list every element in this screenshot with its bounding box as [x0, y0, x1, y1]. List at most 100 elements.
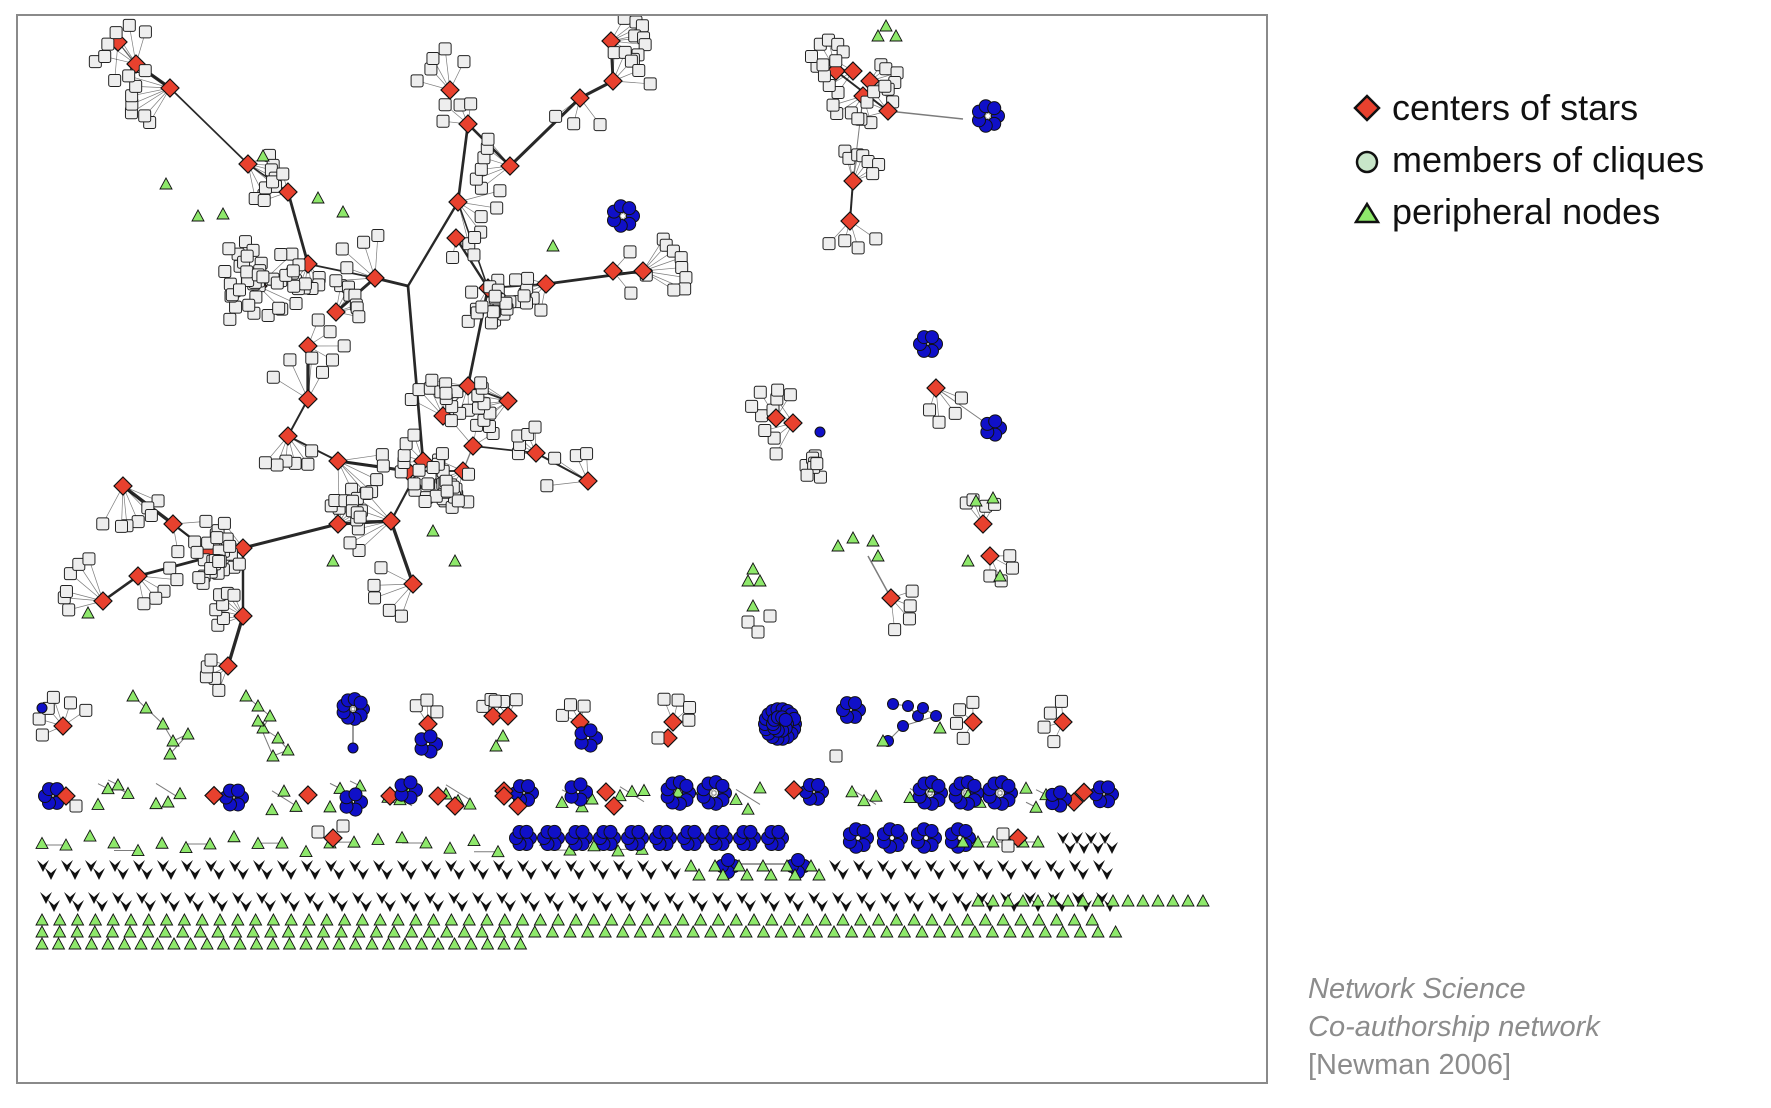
generic-node: [438, 42, 452, 56]
edges-layer: [39, 18, 1113, 907]
small-component-node: [157, 860, 169, 872]
generic-node: [617, 16, 631, 25]
star-center-node: [963, 712, 983, 732]
generic-node: [109, 26, 123, 40]
generic-node: [932, 415, 946, 429]
network-diagram: [16, 14, 1268, 1084]
peripheral-node: [195, 913, 209, 926]
peripheral-node: [179, 840, 193, 853]
star-center-node: [878, 101, 898, 121]
peripheral-node: [545, 925, 560, 938]
peripheral-node: [625, 784, 639, 797]
peripheral-node: [398, 937, 412, 950]
generic-node: [474, 376, 488, 390]
generic-node: [651, 731, 665, 745]
clique-member-node: [353, 695, 368, 710]
small-component-node: [621, 868, 633, 880]
generic-node: [82, 552, 96, 566]
peripheral-node: [1108, 925, 1123, 938]
generic-node: [232, 283, 246, 297]
small-component-node: [669, 868, 681, 880]
generic-node: [420, 693, 434, 707]
peripheral-node: [126, 689, 140, 702]
generic-node: [593, 118, 607, 132]
generic-node: [407, 477, 421, 491]
star-center-node: [446, 228, 466, 248]
peripheral-node: [348, 937, 363, 950]
small-component-node: [976, 892, 988, 904]
generic-node: [953, 703, 967, 717]
small-component-node: [1021, 860, 1033, 872]
small-component-node: [829, 860, 841, 872]
clique-member-node: [1001, 778, 1016, 793]
small-component-node: [768, 900, 780, 912]
generic-node: [624, 286, 638, 300]
generic-node: [301, 457, 315, 471]
peripheral-node: [299, 844, 313, 857]
network-graph: [32, 16, 1210, 950]
generic-node: [270, 458, 284, 472]
peripheral-node: [265, 802, 279, 816]
generic-node: [370, 473, 384, 487]
caption-title: Network Science: [1308, 973, 1526, 1005]
small-component-node: [400, 892, 412, 904]
generic-node: [407, 428, 421, 442]
small-component-node: [973, 860, 985, 872]
clique-member-node: [987, 101, 1002, 116]
peripheral-node: [1032, 913, 1046, 926]
peripheral-node: [585, 792, 599, 805]
peripheral-node: [831, 539, 845, 552]
peripheral-node: [732, 859, 746, 872]
generic-node: [810, 457, 824, 471]
legend-item-peripheral-nodes: peripheral nodes: [1350, 186, 1704, 238]
peripheral-node: [213, 913, 227, 926]
star-center-node: [483, 706, 503, 726]
edge: [735, 788, 761, 805]
small-component-node: [445, 860, 457, 872]
peripheral-node: [336, 205, 350, 218]
peripheral-node: [53, 913, 67, 926]
small-component-node: [880, 892, 892, 904]
peripheral-node: [281, 925, 296, 938]
generic-node: [474, 162, 488, 176]
peripheral-node: [598, 925, 612, 938]
peripheral-node: [251, 699, 265, 712]
peripheral-node: [551, 913, 565, 926]
star-center-node: [238, 154, 258, 174]
peripheral-node: [915, 925, 929, 938]
generic-node: [287, 279, 301, 293]
small-component-node: [229, 860, 241, 872]
peripheral-node: [266, 749, 280, 762]
generic-node: [212, 554, 226, 568]
small-component-node: [1071, 832, 1083, 844]
small-component-node: [600, 900, 612, 912]
generic-node: [272, 301, 286, 315]
generic-node: [813, 470, 827, 484]
generic-node: [343, 536, 357, 550]
peripheral-node: [993, 569, 1007, 582]
small-component-node: [904, 892, 916, 904]
small-component-node: [624, 900, 636, 912]
peripheral-node: [753, 781, 767, 794]
generic-node: [751, 625, 765, 639]
small-component-node: [384, 900, 396, 912]
star-center-node: [278, 426, 298, 446]
peripheral-node: [333, 781, 347, 794]
small-component-node: [357, 868, 369, 880]
peripheral-node: [150, 937, 165, 950]
generic-node: [763, 609, 777, 623]
small-component-node: [909, 868, 921, 880]
small-component-node: [648, 900, 660, 912]
peripheral-node: [788, 868, 802, 881]
peripheral-node: [611, 843, 625, 857]
caption: Network Science Co-authorship network [N…: [1308, 970, 1600, 1084]
generic-node: [956, 731, 970, 745]
star-center-node: [784, 780, 804, 800]
generic-node: [257, 193, 271, 207]
small-component-node: [501, 868, 513, 880]
generic-node: [1047, 735, 1061, 749]
clique-member-node: [887, 698, 899, 710]
clique-member-node: [897, 720, 909, 732]
peripheral-node: [996, 913, 1010, 926]
generic-node: [129, 79, 143, 93]
